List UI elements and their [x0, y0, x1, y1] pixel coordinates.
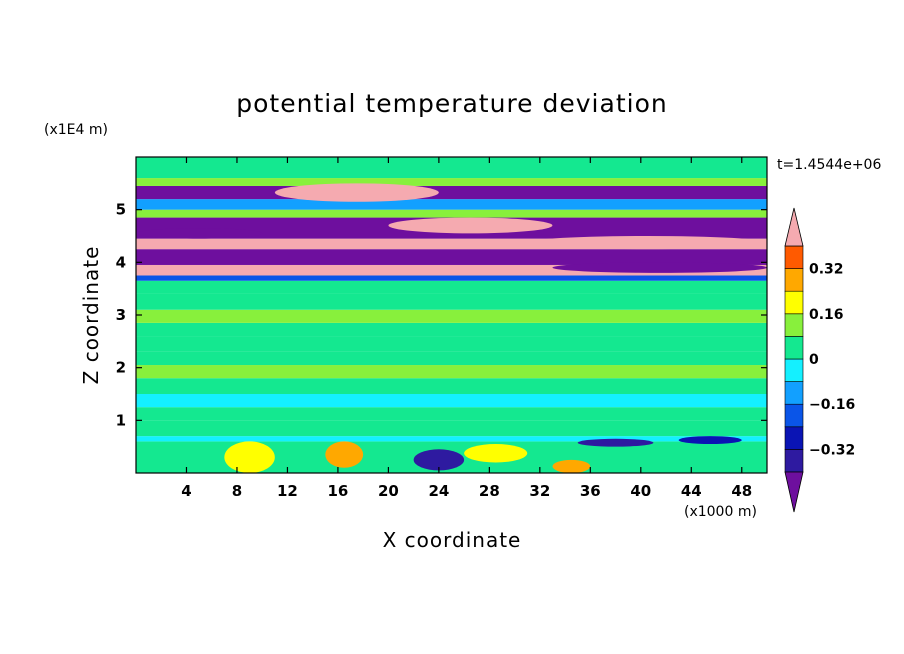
y-axis-title: Z coordinate — [79, 246, 103, 385]
contour-band — [136, 157, 767, 179]
contour-band — [136, 293, 767, 310]
contour-patch — [136, 228, 263, 239]
contour-band — [136, 420, 767, 437]
contour-patch — [678, 436, 742, 445]
colorbar-segment — [784, 336, 804, 360]
x-axis-ticks: 4 8 12 16 20 24 28 32 36 40 44 48 — [181, 157, 752, 500]
colorbar-segment — [784, 449, 804, 473]
colorbar-segment — [784, 313, 804, 337]
contour-patch — [413, 449, 465, 471]
contour-band — [136, 394, 767, 408]
contour-patch — [274, 183, 439, 202]
colorbar-segment — [784, 245, 804, 269]
x-tick-label: 40 — [630, 482, 651, 500]
colorbar-segment — [784, 381, 804, 405]
y-tick-label: 2 — [116, 359, 126, 377]
contour-fill-area — [136, 157, 767, 473]
chart-title: potential temperature deviation — [236, 89, 667, 118]
contour-patch — [464, 444, 528, 463]
colorbar-segment — [784, 426, 804, 450]
x-tick-label: 4 — [181, 482, 191, 500]
x-tick-label: 16 — [327, 482, 348, 500]
x-tick-label: 44 — [681, 482, 702, 500]
contour-band — [136, 378, 767, 394]
colorbar-segment — [784, 403, 804, 428]
x-tick-label: 32 — [529, 482, 550, 500]
x-unit-label: (x1000 m) — [684, 504, 757, 520]
y-tick-label: 1 — [116, 411, 126, 429]
x-tick-label: 8 — [232, 482, 242, 500]
colorbar-tick-label: 0 — [809, 352, 819, 368]
colorbar-bottom-arrow — [784, 471, 804, 513]
contour-patch — [388, 217, 553, 234]
colorbar-top-arrow — [784, 207, 804, 247]
colorbar-tick-label: −0.32 — [809, 442, 855, 458]
contour-patch — [552, 262, 767, 273]
contour-band — [136, 238, 767, 250]
contour-patch — [527, 236, 767, 250]
x-tick-label: 36 — [580, 482, 601, 500]
contour-band — [136, 336, 767, 352]
contour-patch — [325, 441, 364, 468]
colorbar-tick-label: 0.16 — [809, 307, 844, 323]
y-tick-label: 3 — [116, 306, 126, 324]
contour-band — [136, 249, 767, 265]
contour-band — [136, 436, 767, 442]
colorbar-segment — [784, 268, 804, 292]
x-tick-label: 12 — [277, 482, 298, 500]
contour-band — [136, 309, 767, 323]
contour-patch — [552, 459, 591, 473]
contour-band — [136, 178, 767, 186]
contour-band — [136, 280, 767, 294]
contour-band — [136, 322, 767, 337]
colorbar-segment — [784, 290, 804, 315]
y-unit-label: (x1E4 m) — [44, 122, 108, 138]
contour-band — [136, 365, 767, 379]
colorbar-tick-label: 0.32 — [809, 262, 844, 278]
y-tick-label: 5 — [116, 201, 126, 219]
contour-band — [136, 199, 767, 210]
contour-band — [136, 351, 767, 366]
contour-band — [136, 275, 767, 281]
y-tick-label: 4 — [116, 253, 126, 271]
contour-band — [136, 264, 767, 276]
time-label: t=1.4544e+06 — [777, 157, 881, 173]
x-axis-title: X coordinate — [383, 528, 522, 552]
contour-band — [136, 209, 767, 218]
x-tick-label: 20 — [378, 482, 399, 500]
contour-band — [136, 407, 767, 421]
contour-patch — [577, 438, 654, 447]
contour-patch — [224, 441, 275, 473]
x-tick-label: 24 — [428, 482, 449, 500]
y-axis-ticks: 1 2 3 4 5 — [116, 201, 767, 429]
x-tick-label: 28 — [479, 482, 500, 500]
x-tick-label: 48 — [731, 482, 752, 500]
contour-band — [136, 185, 767, 200]
colorbar-segment — [784, 358, 804, 382]
colorbar: 0.32 0.16 0 −0.16 −0.32 — [784, 207, 855, 513]
colorbar-tick-label: −0.16 — [809, 397, 855, 413]
